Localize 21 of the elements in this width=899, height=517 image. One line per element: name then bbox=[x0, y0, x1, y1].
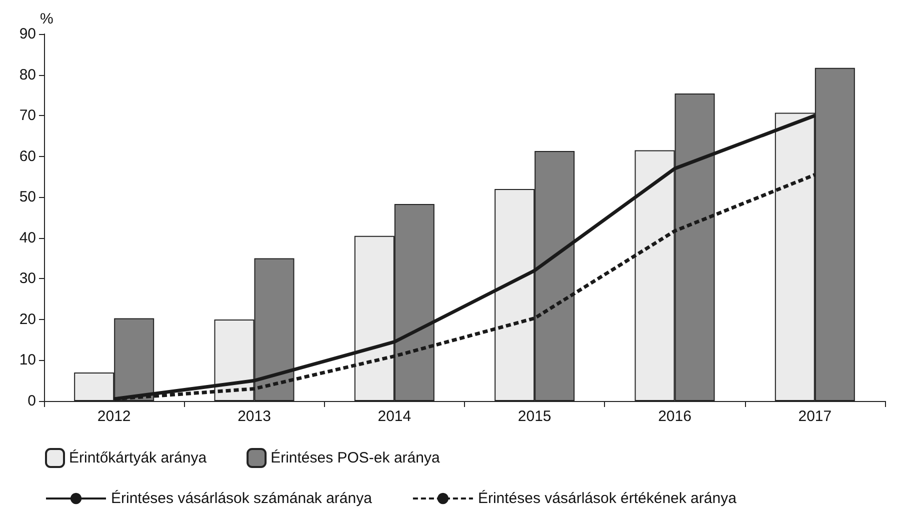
y-tick-label: 10 bbox=[19, 352, 36, 369]
x-tick-label: 2017 bbox=[798, 408, 832, 425]
y-tick-label: 20 bbox=[19, 310, 36, 328]
y-tick-label: 80 bbox=[19, 66, 36, 84]
y-tick-label: 0 bbox=[28, 392, 36, 410]
y-axis-title: % bbox=[40, 10, 54, 28]
y-tick-label: 60 bbox=[19, 148, 36, 165]
y-tick-label: 40 bbox=[19, 229, 36, 246]
x-tick-label: 2014 bbox=[378, 408, 412, 425]
y-tick-label: 90 bbox=[19, 26, 36, 42]
x-tick-label: 2015 bbox=[518, 408, 552, 425]
y-tick-label: 50 bbox=[19, 188, 36, 206]
legend-label: Érintéses vásárlások számának aránya bbox=[111, 489, 373, 507]
x-tick-label: 2012 bbox=[97, 408, 131, 425]
x-tick-label: 2016 bbox=[658, 408, 692, 425]
y-tick-label: 70 bbox=[19, 107, 36, 124]
legend-label: Érintéses POS-ek aránya bbox=[270, 448, 440, 466]
y-tick-label: 30 bbox=[19, 270, 36, 288]
legend-label: Érintőkártyák aránya bbox=[69, 448, 208, 466]
legend-label: Érintéses vásárlások értékének aránya bbox=[478, 489, 738, 507]
x-tick-label: 2013 bbox=[238, 408, 271, 425]
